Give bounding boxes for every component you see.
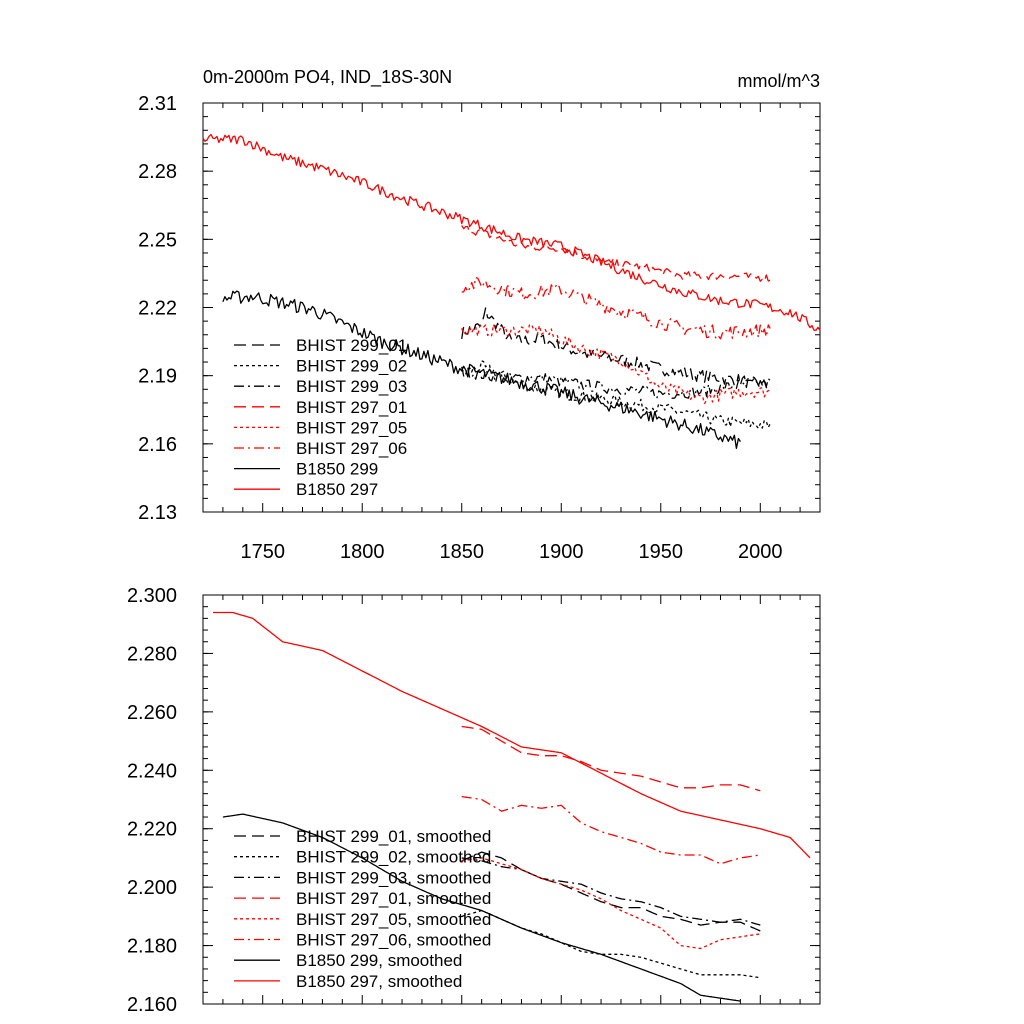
series-line-4	[461, 323, 771, 405]
chart-title: 0m-2000m PO4, IND_18S-30N	[203, 67, 452, 88]
series-line-7	[213, 611, 811, 859]
y-tick-label: 2.220	[127, 819, 177, 841]
x-tick-label: 2000	[738, 541, 783, 563]
legend-label: BHIST 297_06, smoothed	[296, 931, 491, 950]
y-tick-label: 2.28	[138, 161, 177, 183]
y-tick-label: 2.16	[138, 434, 177, 456]
series-line-3	[461, 725, 761, 792]
x-tick-label: 1800	[340, 541, 385, 563]
legend-label: BHIST 297_05, smoothed	[296, 910, 491, 929]
series-line-5	[461, 276, 771, 340]
legend-label: B1850 299, smoothed	[296, 951, 462, 970]
y-tick-label: 2.19	[138, 366, 177, 388]
series-line-6	[222, 290, 741, 450]
legend-label: BHIST 297_01	[296, 398, 407, 417]
legend-label: BHIST 297_05	[296, 418, 407, 437]
legend-label: B1850 297	[296, 480, 378, 499]
series-line-2	[461, 366, 771, 400]
series-line-7	[202, 133, 821, 331]
legend-label: B1850 299	[296, 460, 378, 479]
y-tick-label: 2.200	[127, 877, 177, 899]
bottom-panel: 2.160 2.180 2.200 2.220 2.240 2.260 2.280 2.300…	[127, 585, 821, 1016]
units-label: mmol/m^3	[738, 71, 820, 91]
legend: BHIST 299_01, smoothed BHIST 299_02, smoo…	[234, 827, 491, 991]
series-line-3	[461, 225, 771, 283]
series-line-4	[461, 857, 761, 950]
x-tick-label: 1900	[539, 541, 584, 563]
y-tick-label: 2.13	[138, 502, 177, 524]
y-tick-label: 2.22	[138, 298, 177, 320]
y-tick-label: 2.160	[127, 994, 177, 1016]
legend-label: BHIST 299_02	[296, 357, 407, 376]
legend-label: BHIST 299_02, smoothed	[296, 848, 491, 867]
series-line-1	[461, 360, 771, 429]
legend-label: BHIST 299_01, smoothed	[296, 827, 491, 846]
plot-frame	[202, 594, 821, 1005]
series-line-0	[461, 307, 771, 391]
y-tick-label: 2.280	[127, 643, 177, 665]
top-panel: 0m-2000m PO4, IND_18S-30N mmol/m^3 1750 1…	[138, 67, 821, 563]
legend-label: BHIST 299_01	[296, 336, 407, 355]
y-tick-label: 2.240	[127, 760, 177, 782]
series-line-6	[222, 813, 741, 1002]
legend-label: B1850 297, smoothed	[296, 972, 462, 991]
series-line-2	[461, 857, 761, 926]
legend-label: BHIST 299_03, smoothed	[296, 868, 491, 887]
y-tick-label: 2.31	[138, 93, 177, 115]
x-tick-label: 1850	[439, 541, 484, 563]
legend-label: BHIST 297_06	[296, 439, 407, 458]
series-line-5	[461, 795, 761, 865]
legend-label: BHIST 299_03	[296, 377, 407, 396]
y-tick-label: 2.260	[127, 702, 177, 724]
y-tick-label: 2.180	[127, 936, 177, 958]
y-tick-label: 2.300	[127, 585, 177, 607]
series-line-0	[461, 851, 761, 932]
y-tick-label: 2.25	[138, 229, 177, 251]
legend-label: BHIST 297_01, smoothed	[296, 889, 491, 908]
series-line-1	[461, 909, 761, 979]
x-tick-label: 1750	[240, 541, 285, 563]
x-tick-label: 1950	[639, 541, 684, 563]
